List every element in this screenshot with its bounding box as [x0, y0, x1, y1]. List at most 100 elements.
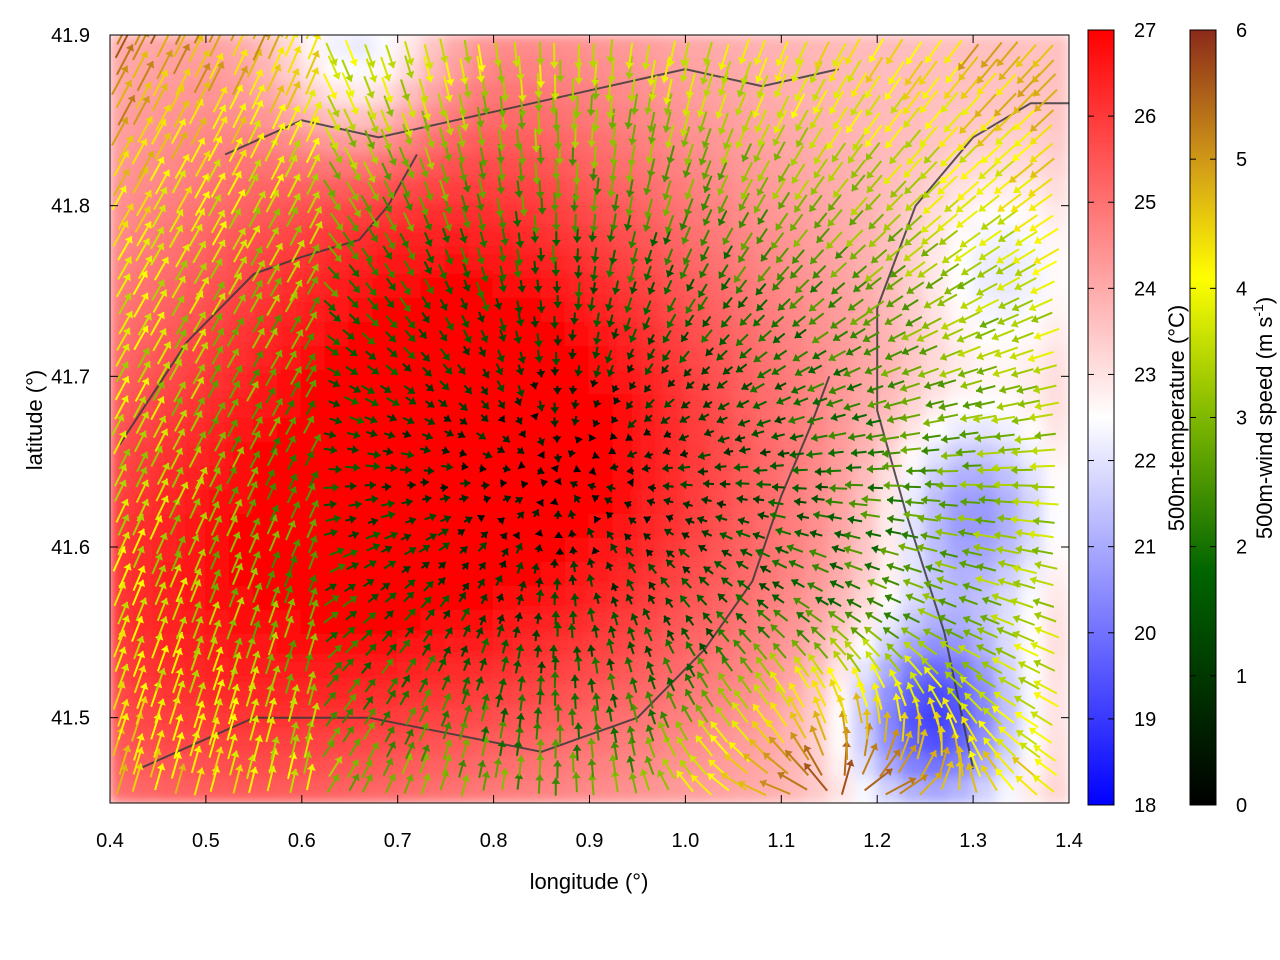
- heatmap-cell: [300, 130, 327, 156]
- heatmap-cell: [204, 538, 231, 564]
- heatmap-cell: [708, 466, 735, 492]
- heatmap-cell: [492, 778, 519, 803]
- heatmap-cell: [396, 274, 423, 300]
- heatmap-cell: [300, 298, 327, 324]
- heatmap-cell: [1020, 178, 1047, 204]
- heatmap-cell: [1044, 682, 1069, 708]
- heatmap-cell: [540, 346, 567, 372]
- heatmap-cell: [1044, 322, 1069, 348]
- heatmap-cell: [540, 442, 567, 468]
- colorbar-tick-label: 20: [1134, 623, 1156, 645]
- heatmap-cell: [660, 370, 687, 396]
- heatmap-cell: [732, 658, 759, 684]
- heatmap-cell: [828, 706, 855, 732]
- heatmap-cell: [348, 250, 375, 276]
- wind-colorbar-label-main: 500m-wind speed (m s: [1252, 317, 1277, 540]
- heatmap-cell: [948, 466, 975, 492]
- x-tick-label: 0.6: [288, 830, 316, 852]
- heatmap-cell: [708, 298, 735, 324]
- heatmap-cell: [420, 682, 447, 708]
- heatmap-cell: [468, 634, 495, 660]
- heatmap-cell: [708, 35, 735, 60]
- colorbar-tick-label: 1: [1236, 666, 1247, 688]
- x-tick-label: 0.4: [96, 830, 124, 852]
- heatmap-cell: [444, 538, 471, 564]
- heatmap-cell: [468, 35, 495, 60]
- heatmap-cell: [132, 778, 159, 803]
- heatmap-cell: [516, 514, 543, 540]
- heatmap-cell: [324, 442, 351, 468]
- temperature-colorbar-label: 500m-temperature (°C): [1164, 305, 1189, 531]
- heatmap-cell: [300, 730, 327, 756]
- heatmap-cell: [348, 442, 375, 468]
- wind-colorbar-label-sup: -1: [1250, 304, 1266, 317]
- x-tick-label: 1.0: [671, 830, 699, 852]
- heatmap-cell: [756, 35, 783, 60]
- heatmap-cell: [228, 322, 255, 348]
- heatmap-cell: [300, 274, 327, 300]
- heatmap-cell: [996, 586, 1023, 612]
- heatmap-cell: [900, 274, 927, 300]
- heatmap-cell: [276, 682, 303, 708]
- heatmap-cell: [516, 35, 543, 60]
- heatmap-cell: [636, 370, 663, 396]
- y-tick-label: 41.7: [51, 366, 90, 388]
- heatmap-cell: [900, 442, 927, 468]
- colorbar-tick-label: 6: [1236, 20, 1247, 42]
- heatmap-cell: [252, 418, 279, 444]
- heatmap-cell: [924, 778, 951, 803]
- heatmap-cell: [300, 514, 327, 540]
- heatmap-cell: [540, 370, 567, 396]
- heatmap-cell: [204, 778, 231, 803]
- x-tick-label: 1.1: [767, 830, 795, 852]
- plot-area: [109, 34, 1070, 804]
- heatmap-cell: [180, 586, 207, 612]
- heatmap-cell: [756, 202, 783, 228]
- heatmap-cell: [804, 538, 831, 564]
- colorbar-tick-label: 27: [1134, 20, 1156, 42]
- y-tick-label: 41.8: [51, 196, 90, 218]
- heatmap-cell: [468, 82, 495, 108]
- heatmap-cell: [996, 442, 1023, 468]
- heatmap-cell: [468, 490, 495, 516]
- heatmap-cell: [348, 394, 375, 420]
- heatmap-cell: [1044, 634, 1069, 660]
- heatmap-cell: [252, 778, 279, 803]
- heatmap-cell: [276, 202, 303, 228]
- colorbar-tick-label: 25: [1134, 192, 1156, 214]
- heatmap-cell: [468, 586, 495, 612]
- heatmap-cell: [588, 178, 615, 204]
- heatmap-cell: [1044, 442, 1069, 468]
- heatmap-cell: [852, 226, 879, 252]
- heatmap-cell: [110, 586, 135, 612]
- heatmap-cell: [1044, 730, 1069, 756]
- heatmap-cell: [636, 226, 663, 252]
- heatmap-cell: [660, 490, 687, 516]
- heatmap-cell: [156, 538, 183, 564]
- heatmap-cell: [1044, 130, 1069, 156]
- heatmap-cell: [492, 370, 519, 396]
- heatmap-cell: [1044, 706, 1069, 732]
- heatmap-cell: [444, 586, 471, 612]
- heatmap-cell: [612, 154, 639, 180]
- heatmap-cell: [110, 730, 135, 756]
- heatmap-cell: [110, 322, 135, 348]
- heatmap-cell: [924, 130, 951, 156]
- heatmap-cell: [540, 130, 567, 156]
- heatmap-cell: [972, 154, 999, 180]
- heatmap-cell: [540, 754, 567, 780]
- heatmap-cell: [1044, 250, 1069, 276]
- heatmap-cell: [660, 250, 687, 276]
- heatmap-cell: [756, 634, 783, 660]
- heatmap-cell: [420, 490, 447, 516]
- heatmap-cell: [588, 394, 615, 420]
- heatmap-cell: [540, 394, 567, 420]
- heatmap-cell: [1020, 442, 1047, 468]
- heatmap-cell: [852, 586, 879, 612]
- heatmap-cell: [444, 418, 471, 444]
- heatmap-cell: [612, 634, 639, 660]
- x-tick-label: 0.5: [192, 830, 220, 852]
- heatmap-cell: [684, 346, 711, 372]
- heatmap-cell: [468, 418, 495, 444]
- heatmap-cell: [324, 562, 351, 588]
